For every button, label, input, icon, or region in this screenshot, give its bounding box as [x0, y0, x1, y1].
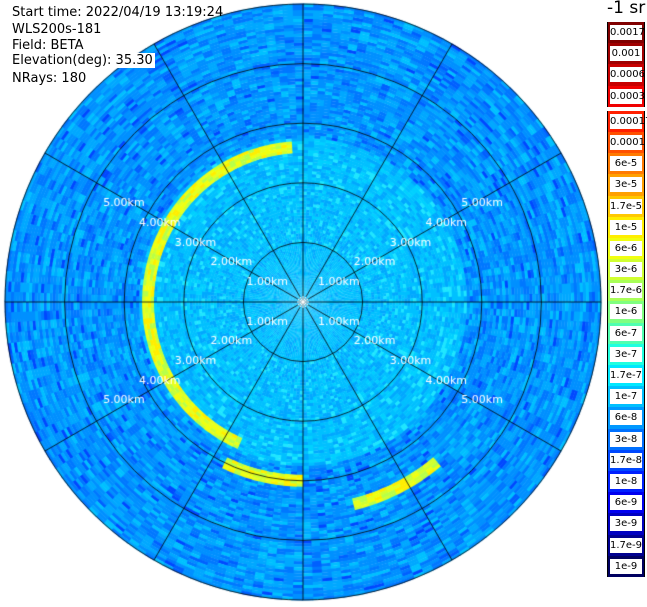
colorbar-swatch: 6e-6 — [607, 237, 645, 260]
colorbar-label: 3e-8 — [610, 431, 642, 447]
colorbar-label: 3e-9 — [610, 516, 642, 532]
field-label: Field: BETA — [12, 38, 84, 53]
colorbar-swatch: 0.0003 — [607, 85, 645, 107]
colorbar-swatch: 0.0017 — [607, 22, 645, 44]
colorbar-label: 6e-8 — [610, 410, 642, 426]
colorbar-swatch: 0.0001 — [607, 131, 645, 154]
colorbar-swatch: 0.0006 — [607, 64, 645, 86]
colorbar-label: 1e-7 — [610, 389, 642, 405]
colorbar-swatch: 0.001 — [607, 43, 645, 65]
colorbar-swatch: 3e-5 — [607, 174, 645, 196]
colorbar-label: 3e-7 — [610, 346, 642, 362]
colorbar-label: 1e-8 — [610, 473, 642, 489]
colorbar-label: 0.0003 — [610, 88, 645, 104]
colorbar-swatch: 1.7e-6 — [607, 280, 645, 302]
start-time: Start time: 2022/04/19 13:19:24 — [12, 5, 224, 20]
colorbar-label: 1.7e-5 — [610, 198, 643, 214]
colorbar-label: 6e-6 — [610, 240, 642, 256]
colorbar-label: 0.0006 — [610, 67, 645, 83]
colorbar-unit: -1 sr — [607, 0, 646, 18]
colorbar-swatch: 1.7e-8 — [607, 449, 645, 471]
colorbar-swatch: 1e-6 — [607, 301, 645, 323]
elevation-label: Elevation(deg): 35.30 — [10, 53, 155, 68]
colorbar-swatch: 1e-5 — [607, 216, 645, 238]
colorbar-label: 3e-6 — [610, 262, 642, 278]
colorbar-label: 1e-5 — [610, 219, 642, 235]
colorbar-label: 1.7e-8 — [610, 452, 643, 468]
colorbar-swatch: 6e-9 — [607, 492, 645, 514]
colorbar-swatch: 1e-9 — [607, 555, 645, 577]
device-name: WLS200s-181 — [12, 22, 102, 37]
colorbar-swatch: 6e-7 — [607, 322, 645, 344]
colorbar-swatch: 6e-8 — [607, 407, 645, 429]
colorbar-swatch: 0.00017 — [607, 110, 647, 132]
colorbar-label: 1.7e-9 — [610, 537, 643, 553]
colorbar-label: 0.0001 — [610, 134, 645, 150]
colorbar-label: 1e-6 — [610, 304, 642, 320]
colorbar-label: 0.001 — [610, 46, 642, 62]
colorbar-swatch: 1e-8 — [607, 470, 645, 493]
colorbar-label: 6e-9 — [610, 495, 642, 511]
colorbar-label: 1.7e-6 — [610, 283, 643, 299]
colorbar-label: 0.00017 — [610, 113, 647, 129]
colorbar-swatch: 1.7e-7 — [607, 365, 645, 387]
colorbar-label: 3e-5 — [610, 177, 642, 193]
colorbar-swatch: 6e-5 — [607, 153, 645, 175]
colorbar-label: 1.7e-7 — [610, 368, 643, 383]
colorbar-swatch: 3e-9 — [607, 513, 645, 535]
colorbar-swatch: 1.7e-5 — [607, 195, 645, 217]
colorbar-swatch: 1.7e-9 — [607, 534, 645, 556]
colorbar-swatch: 3e-7 — [607, 343, 645, 365]
colorbar-swatch: 3e-6 — [607, 259, 645, 281]
colorbar-label: 6e-5 — [610, 156, 642, 172]
colorbar-label: 1e-9 — [610, 558, 642, 574]
colorbar-label: 6e-7 — [610, 325, 642, 341]
nrays-label: NRays: 180 — [12, 71, 87, 86]
colorbar-label: 0.0017 — [610, 25, 645, 40]
colorbar: 0.0017 0.001 0.0006 0.0003 0.00017 0.0001 6e-5… — [607, 22, 647, 577]
colorbar-swatch: 3e-8 — [607, 428, 645, 450]
colorbar-swatch: 1e-7 — [607, 386, 645, 408]
